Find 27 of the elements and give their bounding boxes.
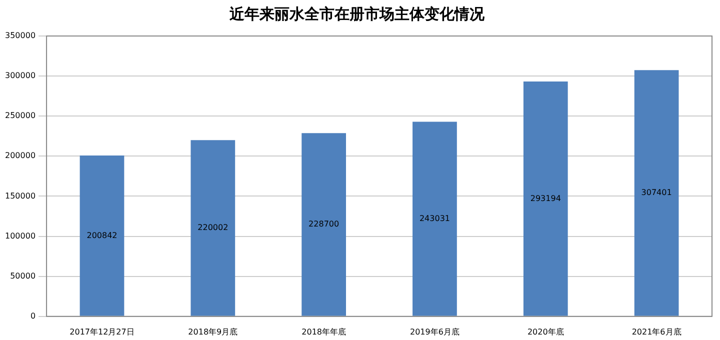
y-tick-label: 150000 bbox=[4, 191, 36, 200]
data-label: 307401 bbox=[641, 188, 672, 198]
y-tick-label: 100000 bbox=[4, 231, 36, 240]
y-tick-label: 300000 bbox=[4, 71, 36, 80]
x-tick-label: 2018年9月底 bbox=[188, 327, 238, 336]
y-tick-label: 350000 bbox=[4, 31, 36, 40]
bar bbox=[634, 70, 679, 316]
bar bbox=[302, 133, 346, 316]
x-tick-label: 2019年6月底 bbox=[410, 327, 460, 336]
y-tick-label: 50000 bbox=[10, 271, 36, 280]
x-tick-label: 2017年12月27日 bbox=[70, 327, 134, 336]
x-tick-label: 2018年年底 bbox=[302, 327, 346, 336]
chart-title: 近年来丽水全市在册市场主体变化情况 bbox=[228, 4, 486, 23]
bar bbox=[412, 122, 457, 316]
bar bbox=[80, 155, 124, 316]
data-label: 200842 bbox=[86, 230, 118, 240]
y-tick-label: 250000 bbox=[4, 111, 36, 120]
data-label: 243031 bbox=[419, 214, 450, 223]
bar bbox=[190, 140, 236, 316]
y-tick-label: 0 bbox=[30, 311, 36, 320]
y-tick-label: 200000 bbox=[4, 151, 36, 160]
data-label: 228700 bbox=[308, 220, 340, 229]
data-label: 220002 bbox=[198, 223, 228, 232]
x-tick-label: 2020年底 bbox=[527, 327, 564, 336]
bar bbox=[523, 82, 568, 316]
x-tick-label: 2021年6月底 bbox=[632, 327, 682, 336]
data-label: 293194 bbox=[530, 194, 561, 203]
